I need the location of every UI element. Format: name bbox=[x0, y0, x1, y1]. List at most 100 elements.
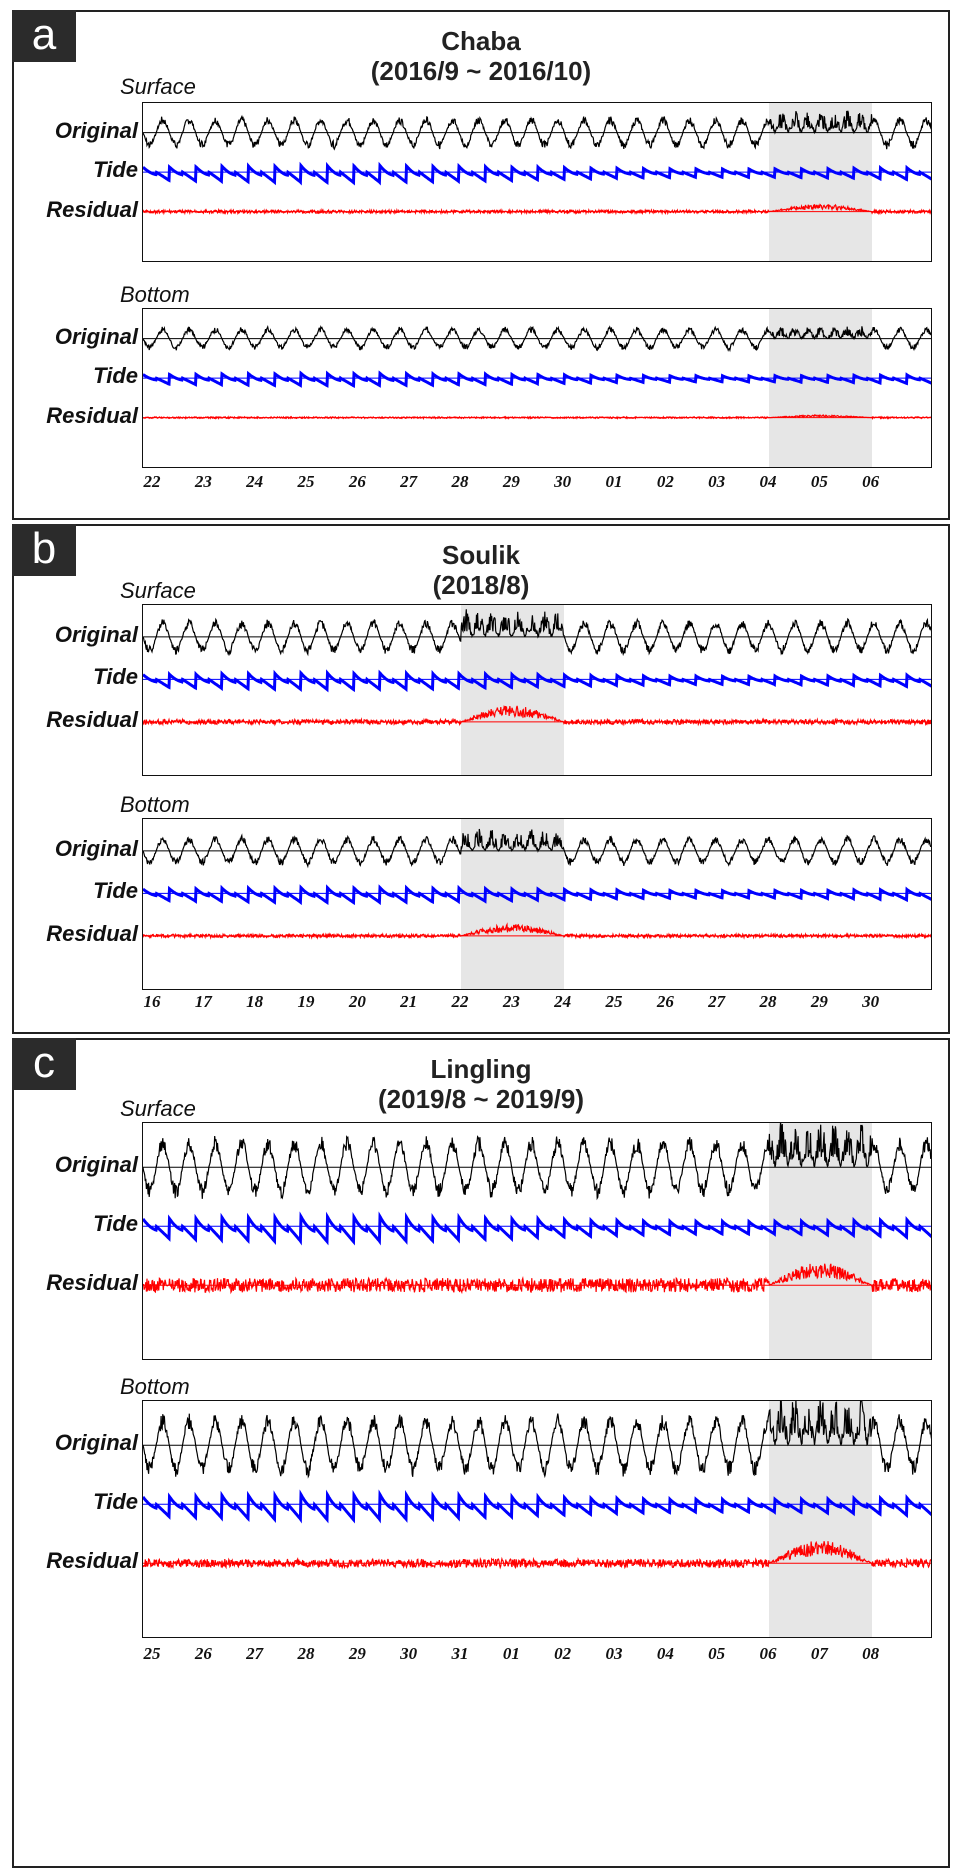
x-axis-ticks: 25 26 27 28 29 30 31 01 02 03 04 05 06 07 08 bbox=[142, 1644, 932, 1670]
x-tick-label: 02 bbox=[656, 472, 674, 491]
x-tick-label: 29 bbox=[348, 1644, 366, 1663]
series-plot bbox=[143, 828, 931, 940]
x-tick-label: 29 bbox=[502, 472, 520, 491]
series-label: Residual bbox=[46, 920, 138, 946]
x-tick-label: 17 bbox=[194, 992, 212, 1011]
panel-letter: c bbox=[12, 1038, 76, 1090]
x-tick-label: 07 bbox=[810, 1644, 828, 1663]
subplot-label: Surface bbox=[120, 1096, 196, 1121]
x-tick-label: 21 bbox=[400, 992, 418, 1011]
x-tick-label: 16 bbox=[143, 992, 161, 1011]
x-tick-label: 19 bbox=[297, 992, 315, 1011]
x-tick-label: 29 bbox=[810, 992, 828, 1011]
subplot-bottom bbox=[142, 818, 932, 990]
series-label: Original bbox=[54, 323, 138, 349]
series-label: Residual bbox=[46, 1548, 138, 1574]
series-label: Tide bbox=[93, 157, 138, 183]
x-tick-label: 20 bbox=[348, 992, 366, 1011]
x-tick-label: 25 bbox=[605, 992, 623, 1011]
series-label: Original bbox=[54, 835, 138, 861]
x-tick-label: 18 bbox=[246, 992, 264, 1011]
series-line-tide bbox=[143, 669, 931, 693]
x-tick-label: 27 bbox=[246, 1644, 264, 1663]
series-line-original bbox=[143, 1401, 931, 1479]
storm-period: (2019/8 ~ 2019/9) bbox=[378, 1084, 584, 1114]
x-tick-label: 06 bbox=[862, 472, 880, 491]
x-tick-label: 22 bbox=[143, 472, 161, 491]
x-axis-ticks: 22 23 24 25 26 27 28 29 30 01 02 03 04 05 06 bbox=[142, 472, 932, 498]
x-tick-label: 26 bbox=[348, 472, 366, 491]
series-line-residual bbox=[143, 1263, 931, 1295]
series-line-residual bbox=[143, 922, 931, 940]
series-line-original bbox=[143, 828, 931, 869]
x-tick-label: 04 bbox=[656, 1644, 674, 1663]
typhoon-period-shade bbox=[461, 605, 564, 775]
x-tick-label: 23 bbox=[502, 992, 520, 1011]
series-label: Tide bbox=[93, 363, 138, 389]
storm-period: (2016/9 ~ 2016/10) bbox=[370, 56, 592, 86]
series-label: Original bbox=[54, 1152, 138, 1178]
x-tick-label: 03 bbox=[708, 472, 726, 491]
subplot-surface bbox=[142, 1122, 932, 1360]
panel-title: Lingling (2019/8 ~ 2019/9) bbox=[14, 1054, 948, 1114]
series-line-residual bbox=[143, 1540, 931, 1570]
typhoon-period-shade bbox=[461, 819, 564, 989]
series-line-original bbox=[143, 110, 931, 151]
x-tick-label: 01 bbox=[605, 472, 623, 491]
x-tick-label: 30 bbox=[400, 1644, 418, 1663]
x-tick-label: 08 bbox=[862, 1644, 880, 1663]
series-label: Tide bbox=[93, 1489, 138, 1515]
subplot-label: Surface bbox=[120, 74, 196, 99]
x-tick-label: 30 bbox=[862, 992, 880, 1011]
panel-b: b Soulik (2018/8) Surface Bottom 16 17 18 1… bbox=[12, 524, 950, 1034]
subplot-label: Bottom bbox=[120, 282, 190, 307]
x-tick-label: 28 bbox=[451, 472, 469, 491]
series-line-tide bbox=[143, 1211, 931, 1246]
series-plot bbox=[143, 1401, 931, 1570]
panel-title: Chaba (2016/9 ~ 2016/10) bbox=[14, 26, 948, 86]
series-label: Tide bbox=[93, 1211, 138, 1237]
x-tick-label: 27 bbox=[708, 992, 726, 1011]
x-tick-label: 22 bbox=[451, 992, 469, 1011]
storm-name: Chaba bbox=[441, 26, 521, 56]
series-line-tide bbox=[143, 161, 931, 186]
series-label: Original bbox=[54, 1430, 138, 1456]
subplot-label: Bottom bbox=[120, 792, 190, 817]
series-label: Original bbox=[54, 117, 138, 143]
x-tick-label: 30 bbox=[554, 472, 572, 491]
x-tick-label: 28 bbox=[759, 992, 777, 1011]
series-label: Residual bbox=[46, 196, 138, 222]
x-tick-label: 01 bbox=[502, 1644, 520, 1663]
x-tick-label: 02 bbox=[554, 1644, 572, 1663]
typhoon-period-shade bbox=[769, 1123, 872, 1359]
subplot-surface bbox=[142, 604, 932, 776]
series-label: Tide bbox=[93, 664, 138, 690]
x-tick-label: 27 bbox=[400, 472, 418, 491]
x-tick-label: 05 bbox=[708, 1644, 726, 1663]
x-tick-label: 26 bbox=[194, 1644, 212, 1663]
x-tick-label: 28 bbox=[297, 1644, 315, 1663]
subplot-surface bbox=[142, 102, 932, 262]
subplot-label: Bottom bbox=[120, 1374, 190, 1399]
x-tick-label: 24 bbox=[554, 992, 572, 1011]
x-tick-label: 25 bbox=[297, 472, 315, 491]
series-label: Residual bbox=[46, 1270, 138, 1296]
x-tick-label: 05 bbox=[810, 472, 828, 491]
storm-period: (2018/8) bbox=[432, 570, 530, 600]
subplot-label: Surface bbox=[120, 578, 196, 603]
series-plot bbox=[143, 324, 931, 420]
series-line-tide bbox=[143, 884, 931, 906]
storm-name: Soulik bbox=[441, 540, 520, 570]
subplot-bottom bbox=[142, 1400, 932, 1638]
subplot-bottom bbox=[142, 308, 932, 468]
series-line-tide bbox=[143, 1489, 931, 1524]
x-tick-label: 23 bbox=[194, 472, 212, 491]
storm-name: Lingling bbox=[430, 1054, 532, 1084]
series-line-tide bbox=[143, 370, 931, 388]
panel-title: Soulik (2018/8) bbox=[14, 540, 948, 600]
series-line-residual bbox=[143, 203, 931, 216]
series-line-original bbox=[143, 1123, 931, 1201]
x-axis-ticks: 16 17 18 19 20 21 22 23 24 25 26 27 28 29 30 bbox=[142, 992, 932, 1018]
x-tick-label: 06 bbox=[759, 1644, 777, 1663]
series-plot bbox=[143, 1123, 931, 1295]
